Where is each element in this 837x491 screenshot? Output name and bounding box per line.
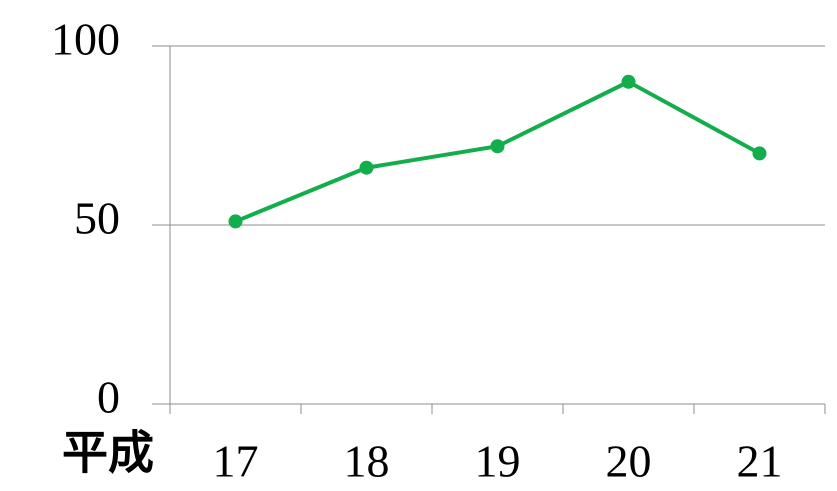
y-tick-label: 0 (97, 372, 120, 423)
y-tick-label: 100 (51, 14, 120, 65)
marker (359, 160, 374, 175)
x-tick-label: 17 (213, 436, 259, 487)
x-tick-label: 18 (344, 436, 390, 487)
x-axis-label: 平成 (62, 426, 154, 480)
marker (490, 139, 505, 154)
x-tick-label: 21 (737, 436, 783, 487)
x-tick-label: 19 (475, 436, 521, 487)
marker (621, 74, 636, 89)
marker (752, 146, 767, 161)
marker (228, 214, 243, 229)
x-tick-label: 20 (606, 436, 652, 487)
y-tick-label: 50 (74, 193, 120, 244)
